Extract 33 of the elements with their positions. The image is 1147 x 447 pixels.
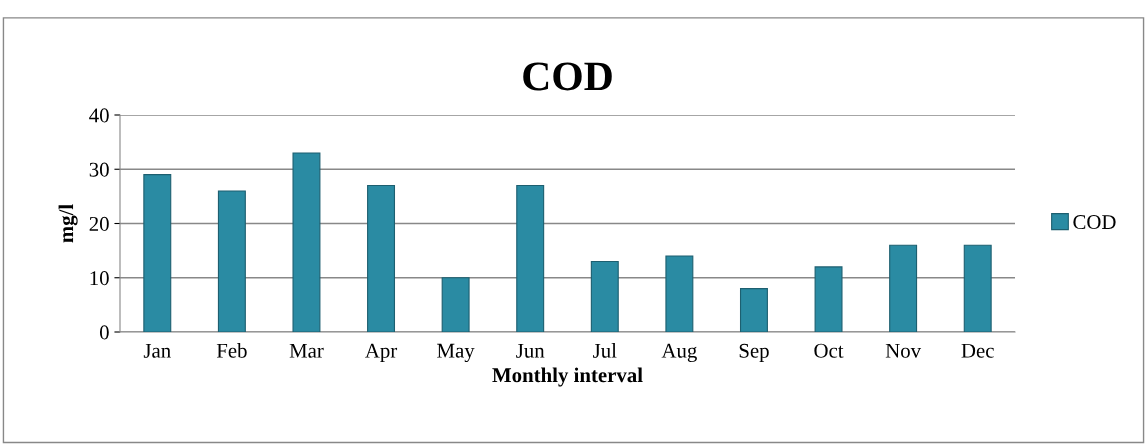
x-tick-label: Oct xyxy=(814,343,844,358)
bar xyxy=(143,174,172,332)
x-tick-label: Jul xyxy=(593,343,617,358)
bar xyxy=(292,152,321,332)
chart-title: COD xyxy=(523,62,612,91)
x-tick-label: Jun xyxy=(516,343,545,358)
x-tick-label: May xyxy=(437,343,475,362)
bar xyxy=(963,244,992,332)
x-tick-label: Aug xyxy=(661,343,697,362)
x-axis-title: Monthly interval xyxy=(492,367,643,387)
bar xyxy=(739,288,768,332)
legend-label: COD xyxy=(1073,215,1116,230)
y-tick-label: 0 xyxy=(99,325,109,340)
y-tick-label: 20 xyxy=(89,216,109,231)
bar xyxy=(814,266,843,332)
x-tick-label: Jan xyxy=(143,343,171,358)
x-tick-label: Feb xyxy=(216,343,247,358)
bar xyxy=(217,190,246,332)
bar xyxy=(590,260,619,332)
x-tick-label: Sep xyxy=(739,343,769,362)
x-tick-label: Apr xyxy=(365,343,398,362)
bar xyxy=(516,184,545,332)
bar xyxy=(665,255,694,332)
y-tick-label: 10 xyxy=(90,271,109,286)
y-tick-label: 30 xyxy=(89,162,109,177)
y-axis-title: mg/l xyxy=(58,204,78,243)
bar xyxy=(441,277,470,332)
x-tick-label: Mar xyxy=(289,343,324,358)
bar xyxy=(889,244,918,332)
x-tick-label: Dec xyxy=(961,343,994,358)
x-tick-label: Nov xyxy=(885,343,922,358)
bar xyxy=(367,184,396,332)
y-tick-label: 40 xyxy=(89,108,109,123)
